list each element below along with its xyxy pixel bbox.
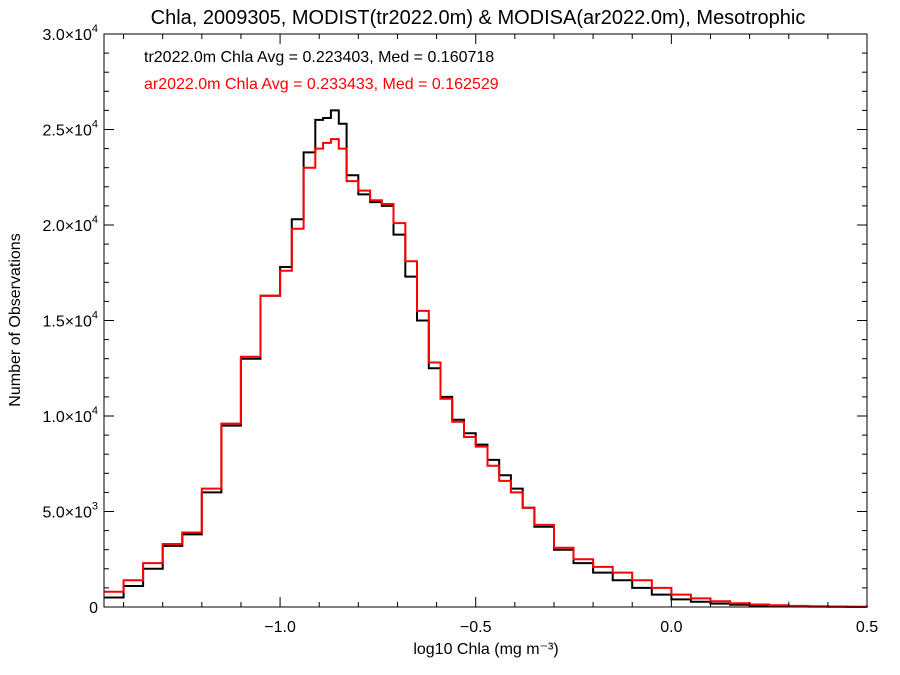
- y-axis-label: Number of Observations: [7, 233, 24, 406]
- series-line-1: [104, 138, 868, 608]
- x-tick-label: −1.0: [264, 619, 296, 636]
- x-tick-label: 0.0: [660, 619, 682, 636]
- stat-annotation-1: ar2022.0m Chla Avg = 0.233433, Med = 0.1…: [144, 76, 499, 93]
- series-line-0: [104, 109, 868, 608]
- y-tick-label: 2.5×104: [42, 119, 98, 140]
- x-axis-label: log10 Chla (mg m⁻³): [413, 641, 558, 658]
- y-tick-label: 2.0×104: [42, 214, 98, 235]
- y-tick-label: 1.0×104: [42, 405, 98, 426]
- stat-annotation-0: tr2022.0m Chla Avg = 0.223403, Med = 0.1…: [144, 49, 494, 66]
- x-tick-label: 0.5: [856, 619, 878, 636]
- y-tick-label: 1.5×104: [42, 310, 98, 331]
- y-tick-label: 0: [89, 600, 98, 617]
- y-tick-label: 3.0×104: [42, 23, 98, 44]
- y-tick-label: 5.0×103: [42, 501, 98, 522]
- chart-title: Chla, 2009305, MODIST(tr2022.0m) & MODIS…: [151, 7, 806, 29]
- x-tick-label: −0.5: [460, 619, 492, 636]
- plot-frame: [103, 33, 868, 608]
- plot-area: −1.0 −0.5 0.0 0.5 0 5.0×103 1.0×104 1.5×104 2.0×…: [42, 23, 878, 636]
